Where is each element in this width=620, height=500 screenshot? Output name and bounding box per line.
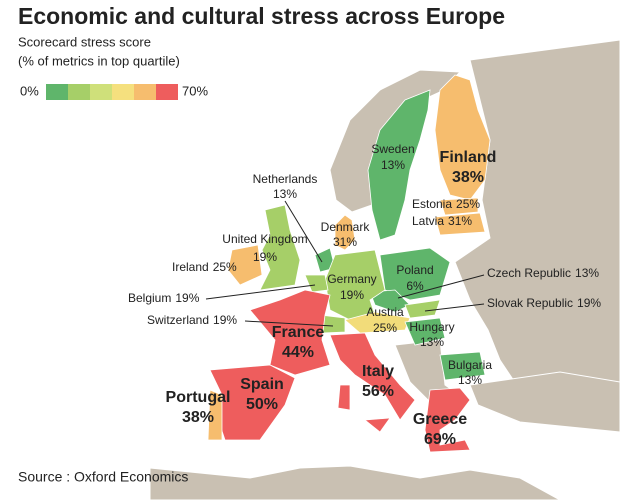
country-name: Slovak Republic <box>487 296 573 310</box>
country-value: 19% <box>253 250 277 264</box>
country-value: 38% <box>452 169 484 186</box>
country-value: 19% <box>340 288 364 302</box>
country-name: Estonia <box>412 197 452 211</box>
country-value: 6% <box>406 279 424 293</box>
country-name: Sweden <box>371 142 414 156</box>
leader-line <box>397 274 485 299</box>
country-shape <box>434 74 491 201</box>
country-shape <box>439 197 479 216</box>
country-name: Czech Republic <box>487 266 571 280</box>
country-shape <box>334 214 356 251</box>
country-shape <box>304 274 329 293</box>
legend-min: 0% <box>20 83 39 98</box>
country-name: Germany <box>327 272 376 286</box>
country-name: Switzerland <box>147 313 209 327</box>
country-shape <box>249 289 331 376</box>
country-name: Portugal <box>166 389 231 406</box>
country-name: Hungary <box>409 320 454 334</box>
country-shape <box>404 317 446 346</box>
country-value: 31% <box>333 235 357 249</box>
country-shape <box>424 387 471 453</box>
legend-swatch <box>112 84 134 100</box>
country-name: Greece <box>413 411 467 428</box>
country-value: 38% <box>182 409 214 426</box>
country-name: France <box>272 324 325 341</box>
legend <box>46 84 178 100</box>
country-value: 13% <box>381 158 405 172</box>
title: Economic and cultural stress across Euro… <box>18 3 505 29</box>
legend-swatch <box>46 84 68 100</box>
country-name: Belgium <box>128 291 171 305</box>
country-shape <box>367 89 431 241</box>
leader-lines <box>205 200 485 327</box>
country-value: 13% <box>273 187 297 201</box>
country-value: 50% <box>246 396 278 413</box>
legend-swatch <box>68 84 90 100</box>
subtitle: (% of metrics in top quartile) <box>18 53 180 68</box>
country-name: Austria <box>366 305 404 319</box>
subtitle: Scorecard stress score <box>18 34 151 49</box>
country-value: 19% <box>175 291 199 305</box>
background-land <box>149 39 620 500</box>
country-name: Denmark <box>321 220 371 234</box>
country-shape <box>363 417 391 433</box>
country-shape <box>227 244 263 286</box>
country-value: 19% <box>213 313 237 327</box>
country-value: 19% <box>577 296 601 310</box>
country-name: Ireland <box>172 260 209 274</box>
legend-swatch <box>134 84 156 100</box>
africa <box>149 465 561 500</box>
country-value: 25% <box>213 260 237 274</box>
country-value: 25% <box>456 197 480 211</box>
country-shape <box>404 299 441 319</box>
country-shape <box>369 289 411 313</box>
country-shape <box>439 351 486 381</box>
country-value: 56% <box>362 383 394 400</box>
country-value: 69% <box>424 431 456 448</box>
country-shape <box>207 389 223 441</box>
country-shape <box>329 332 416 421</box>
country-name: Poland <box>396 263 433 277</box>
leader-line <box>424 303 485 312</box>
legend-max: 70% <box>182 83 208 98</box>
country-name: Italy <box>362 363 394 380</box>
country-name: Finland <box>440 149 497 166</box>
leader-line <box>284 200 323 263</box>
legend-swatch <box>156 84 178 100</box>
country-value: 13% <box>420 335 444 349</box>
country-shape <box>434 212 486 236</box>
source: Source : Oxford Economics <box>18 469 188 485</box>
countries <box>207 74 491 453</box>
country-value: 25% <box>373 321 397 335</box>
country-value: 44% <box>282 344 314 361</box>
turkey <box>469 371 620 433</box>
country-value: 31% <box>448 214 472 228</box>
legend-swatch <box>90 84 112 100</box>
country-name: Spain <box>240 376 284 393</box>
country-shape <box>259 204 301 291</box>
country-name: Latvia <box>412 214 444 228</box>
leader-line <box>244 320 334 327</box>
country-name: Netherlands <box>253 172 318 186</box>
country-name: United Kingdom <box>222 232 307 246</box>
country-value: 13% <box>458 373 482 387</box>
leader-line <box>205 284 316 300</box>
country-shape <box>337 384 351 411</box>
country-value: 13% <box>575 266 599 280</box>
country-name: Bulgaria <box>448 358 492 372</box>
